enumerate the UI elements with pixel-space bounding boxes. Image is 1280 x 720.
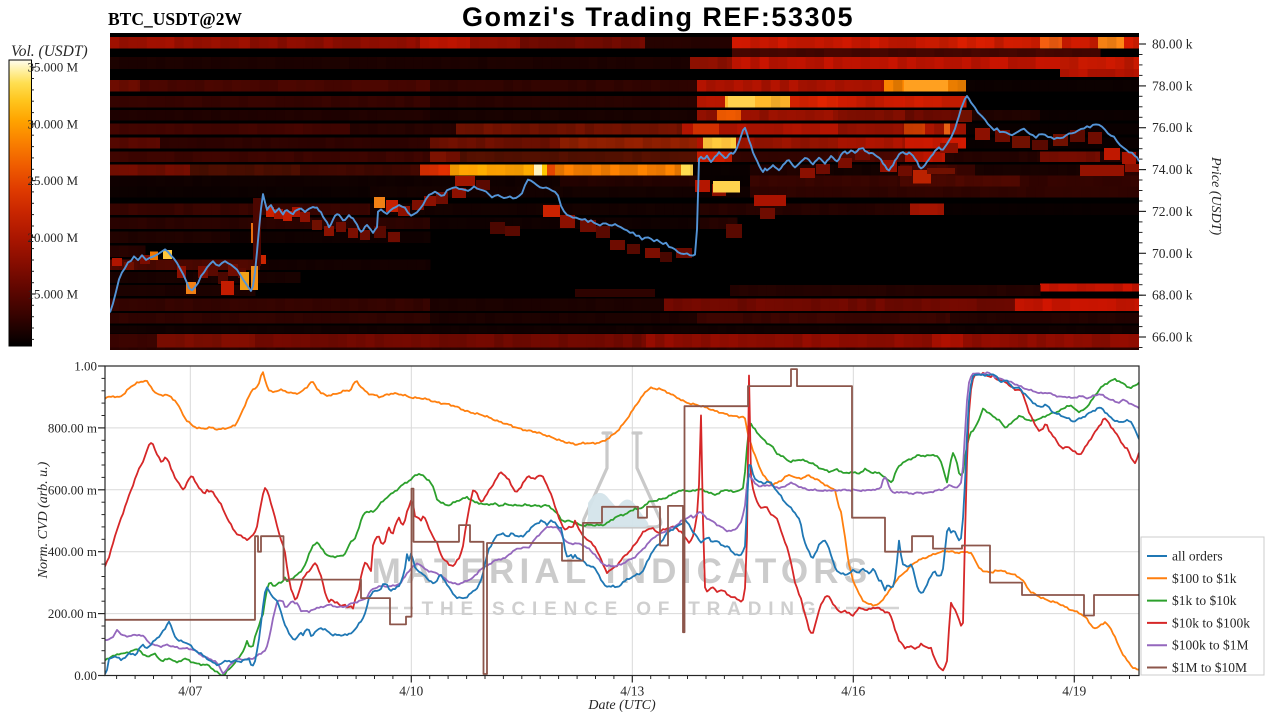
svg-text:72.00 k: 72.00 k: [1152, 204, 1193, 219]
svg-text:25.000 M: 25.000 M: [28, 173, 79, 188]
svg-text:4/19: 4/19: [1062, 684, 1086, 699]
svg-text:20.000 M: 20.000 M: [28, 230, 79, 245]
svg-text:35.000 M: 35.000 M: [28, 60, 79, 75]
svg-text:4/07: 4/07: [178, 684, 202, 699]
svg-text:$10k to $100k: $10k to $100k: [1172, 615, 1250, 630]
svg-text:$100k to $1M: $100k to $1M: [1172, 638, 1249, 653]
svg-text:all orders: all orders: [1172, 549, 1223, 564]
svg-text:4/13: 4/13: [620, 684, 644, 699]
svg-text:74.00 k: 74.00 k: [1152, 162, 1193, 177]
svg-text:30.000 M: 30.000 M: [28, 116, 79, 131]
svg-text:$1k to $10k: $1k to $10k: [1172, 593, 1237, 608]
svg-text:BTC_USDT@2W: BTC_USDT@2W: [108, 9, 242, 29]
svg-text:Vol. (USDT): Vol. (USDT): [11, 43, 88, 60]
svg-text:Norm. CVD (arb. u.): Norm. CVD (arb. u.): [36, 461, 51, 579]
svg-text:THE SCIENCE OF TRADING: THE SCIENCE OF TRADING: [422, 599, 823, 620]
svg-text:80.00 k: 80.00 k: [1152, 37, 1193, 52]
svg-text:Price (USDT): Price (USDT): [1208, 156, 1223, 235]
svg-text:0.00: 0.00: [74, 668, 97, 683]
svg-text:Date (UTC): Date (UTC): [587, 698, 656, 713]
svg-text:$100 to $1k: $100 to $1k: [1172, 571, 1237, 586]
svg-text:4/10: 4/10: [399, 684, 423, 699]
svg-text:76.00 k: 76.00 k: [1152, 120, 1193, 135]
svg-text:200.00 m: 200.00 m: [48, 606, 97, 621]
svg-text:78.00 k: 78.00 k: [1152, 78, 1193, 93]
svg-text:400.00 m: 400.00 m: [48, 544, 97, 559]
svg-text:Gomzi's Trading REF:53305: Gomzi's Trading REF:53305: [462, 2, 854, 32]
svg-text:70.00 k: 70.00 k: [1152, 246, 1193, 261]
svg-text:1.00: 1.00: [74, 359, 97, 374]
svg-text:66.00 k: 66.00 k: [1152, 330, 1193, 345]
svg-text:600.00 m: 600.00 m: [48, 482, 97, 497]
svg-text:15.000 M: 15.000 M: [28, 287, 79, 302]
svg-text:68.00 k: 68.00 k: [1152, 288, 1193, 303]
svg-text:800.00 m: 800.00 m: [48, 420, 97, 435]
svg-text:4/16: 4/16: [841, 684, 865, 699]
svg-text:MATERIAL INDICATORS: MATERIAL INDICATORS: [372, 552, 873, 591]
svg-text:$1M to $10M: $1M to $10M: [1172, 660, 1247, 675]
